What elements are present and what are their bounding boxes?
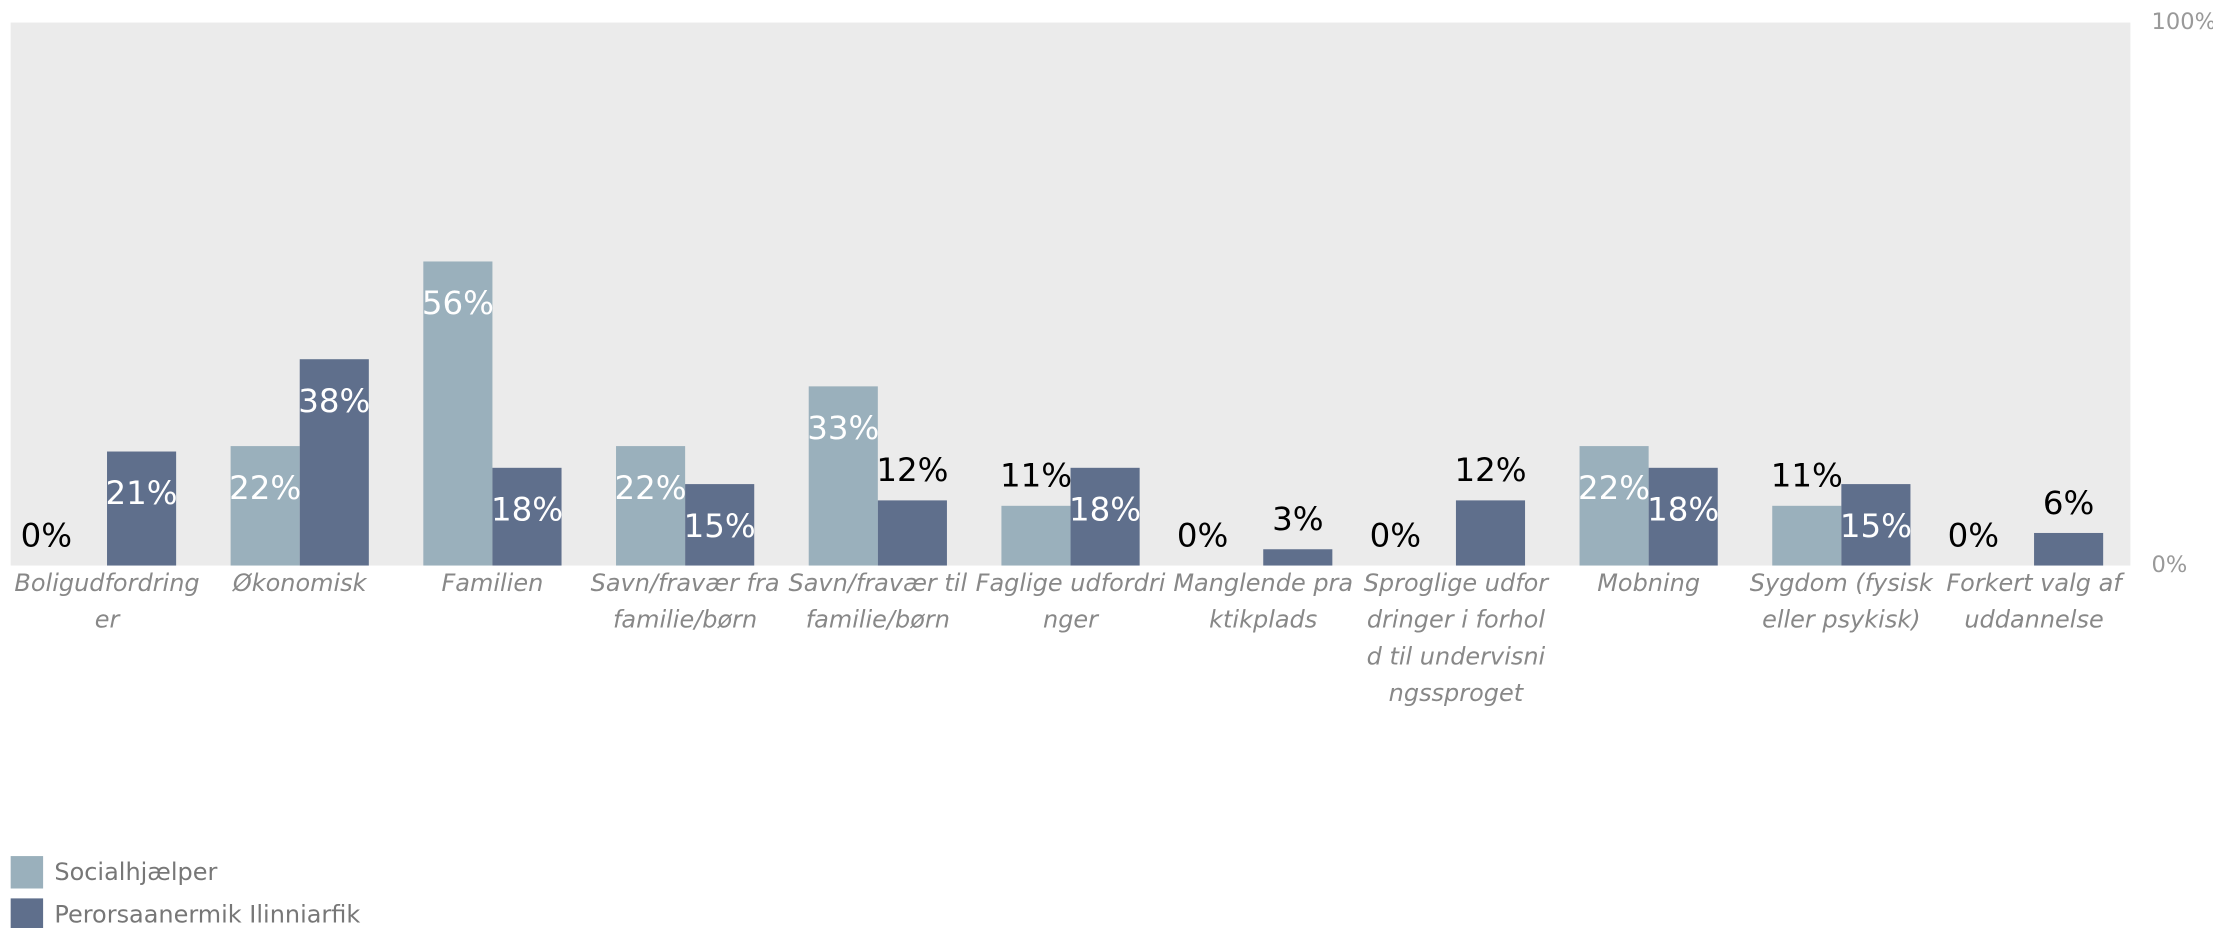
bar [107, 451, 177, 566]
bar [1001, 505, 1071, 566]
x-tick-label-box: Familien [441, 569, 544, 598]
bar [492, 467, 562, 566]
data-label: 22% [615, 469, 687, 507]
data-label: 12% [1454, 451, 1526, 489]
data-label: 11% [1771, 457, 1843, 495]
x-tick-label: Økonomisk [232, 569, 367, 598]
x-tick-label: Boligudfordringer [14, 569, 200, 635]
bar [1772, 505, 1842, 566]
x-tick-label: Manglende praktikplads [1173, 569, 1354, 635]
data-label: 33% [807, 409, 879, 447]
data-label: 56% [422, 284, 494, 322]
x-tick-label-box: Mobning [1597, 569, 1701, 598]
bar [616, 446, 686, 566]
x-tick-label: Familien [441, 569, 544, 598]
data-label: 18% [491, 491, 563, 529]
data-label: 6% [2043, 484, 2094, 522]
x-tick-label: Faglige udfordringer [975, 569, 1166, 635]
x-tick-label: Sproglige udfordringer i forhold til und… [1363, 569, 1549, 708]
x-tick-label-box: Sproglige udfordringer i forhold til und… [1363, 569, 1549, 708]
x-tick-label-box: Faglige udfordringer [975, 569, 1166, 635]
data-label: 12% [876, 451, 948, 489]
bar [808, 386, 878, 566]
x-tick-label: Forkert valg af uddannelse [1946, 569, 2122, 635]
y-tick-label: 100% [2152, 9, 2213, 35]
data-label: 0% [21, 516, 72, 554]
data-label: 18% [1647, 491, 1719, 529]
bar [1263, 549, 1333, 566]
legend-label: Socialhjælper [54, 858, 217, 886]
bar [1070, 467, 1140, 566]
data-label: 0% [1370, 516, 1421, 554]
x-tick-label-box: Savn/fravær til familie/børn [788, 569, 968, 635]
bar [685, 484, 755, 566]
bar [230, 446, 300, 566]
data-label: 11% [1000, 457, 1072, 495]
bar [1648, 467, 1718, 566]
data-label: 22% [229, 469, 301, 507]
bar [1579, 446, 1649, 566]
x-tick-label-box: Manglende praktikplads [1173, 569, 1354, 635]
bar [2034, 532, 2104, 566]
data-label: 22% [1578, 469, 1650, 507]
x-tick-label-box: Økonomisk [232, 569, 367, 598]
x-tick-label: Savn/fravær til familie/børn [788, 569, 968, 635]
x-tick-label-box: Savn/fravær fra familie/børn [590, 569, 780, 635]
data-label: 21% [106, 474, 178, 512]
bar [423, 261, 493, 566]
bar [877, 500, 947, 566]
data-label: 15% [684, 507, 756, 545]
legend-swatch [10, 898, 44, 928]
bar [299, 359, 369, 566]
x-tick-label-box: Forkert valg af uddannelse [1946, 569, 2122, 635]
bar [1455, 500, 1526, 566]
y-tick-label: 0% [2152, 552, 2188, 578]
x-tick-label-box: Sygdom (fysisk eller psykisk) [1749, 569, 1933, 635]
data-label: 3% [1272, 500, 1323, 538]
x-tick-label: Mobning [1597, 569, 1701, 598]
x-tick-label: Savn/fravær fra familie/børn [590, 569, 780, 635]
bar [1841, 484, 1911, 566]
x-tick-label-box: Boligudfordringer [14, 569, 200, 635]
data-label: 0% [1177, 516, 1228, 554]
data-label: 0% [1948, 516, 1999, 554]
x-tick-label: Sygdom (fysisk eller psykisk) [1749, 569, 1933, 635]
legend-swatch [10, 856, 44, 889]
data-label: 15% [1840, 507, 1912, 545]
legend-label: Perorsaanermik Ilinniarfik [54, 900, 360, 928]
data-label: 38% [298, 382, 370, 420]
data-label: 18% [1069, 491, 1141, 529]
